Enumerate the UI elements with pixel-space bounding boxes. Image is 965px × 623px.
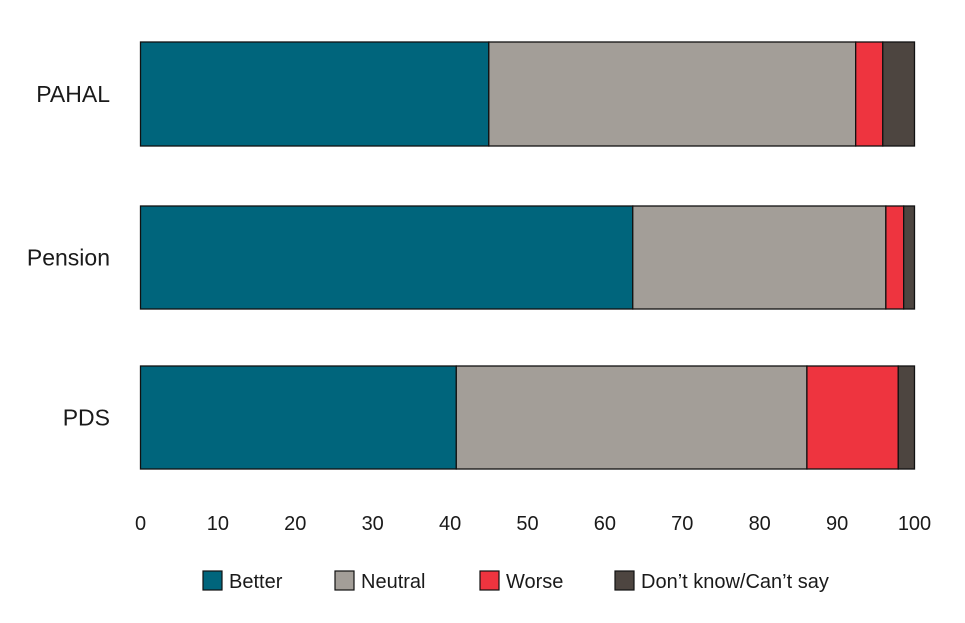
- x-tick-label: 40: [439, 513, 461, 535]
- category-label: PDS: [63, 405, 110, 431]
- legend-swatch: [479, 570, 500, 591]
- x-tick-label: 60: [594, 513, 616, 535]
- bar-pension-better: [139, 205, 634, 310]
- x-tick-label: 90: [826, 513, 848, 535]
- x-tick-label: 20: [284, 513, 306, 535]
- legend-swatch: [334, 570, 355, 591]
- x-tick-label: 0: [135, 513, 146, 535]
- bar-pds-don-t-know-can-t-say: [897, 365, 916, 470]
- bar-pahal-don-t-know-can-t-say: [882, 41, 916, 147]
- legend-label: Worse: [506, 571, 563, 593]
- category-labels: PAHAL Pension PDS: [27, 81, 110, 431]
- bar-pension-neutral: [632, 205, 887, 310]
- legend-swatch: [202, 570, 223, 591]
- bar-pds-neutral: [455, 365, 808, 470]
- bar-pension-don-t-know-can-t-say: [903, 205, 916, 310]
- bar-pension-worse: [885, 205, 905, 310]
- category-label: PAHAL: [36, 81, 110, 107]
- legend-label: Better: [229, 571, 283, 593]
- x-tick-label: 70: [671, 513, 693, 535]
- bar-pahal-better: [139, 41, 490, 147]
- bar-pahal-worse: [855, 41, 884, 147]
- legend-swatch: [614, 570, 635, 591]
- bar-pds-worse: [806, 365, 899, 470]
- bar-pahal-neutral: [488, 41, 857, 147]
- x-tick-label: 100: [898, 513, 931, 535]
- legend-label: Don’t know/Can’t say: [641, 571, 829, 593]
- bars-layer: [139, 41, 916, 470]
- category-label: Pension: [27, 245, 110, 271]
- x-tick-label: 50: [516, 513, 538, 535]
- legend: Better Neutral Worse Don’t know/Can’t say: [202, 570, 829, 593]
- x-tick-label: 80: [749, 513, 771, 535]
- legend-label: Neutral: [361, 571, 425, 593]
- x-tick-label: 30: [362, 513, 384, 535]
- x-axis-tick-labels: 0 10 20 30 40 50 60 70 80 90 100: [135, 513, 931, 535]
- x-tick-label: 10: [207, 513, 229, 535]
- bar-pds-better: [139, 365, 457, 470]
